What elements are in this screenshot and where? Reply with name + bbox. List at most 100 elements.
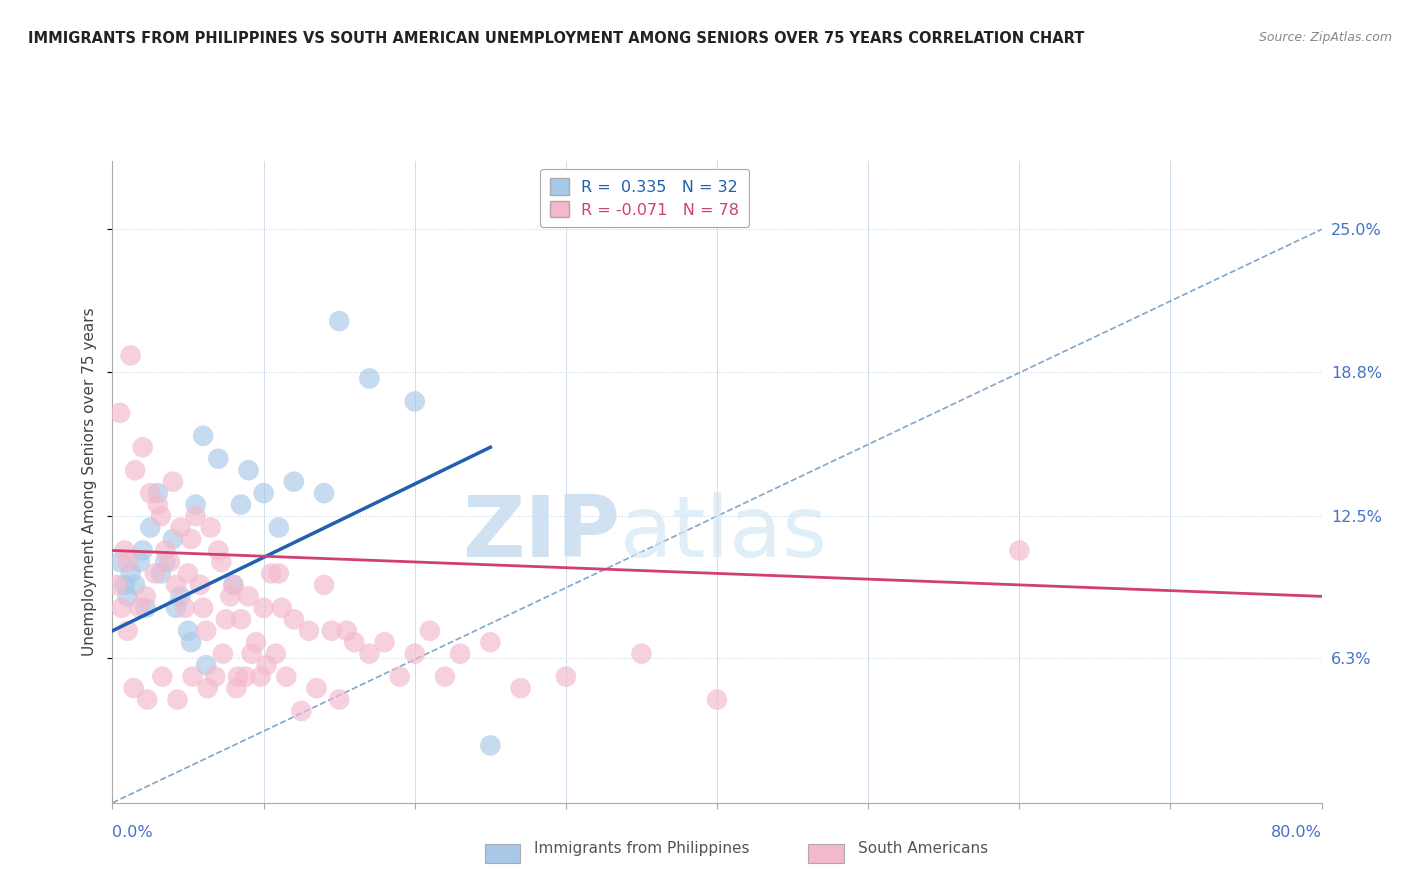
- Point: [226, 670, 249, 684]
- Point: [290, 704, 312, 718]
- Point: [374, 635, 396, 649]
- Point: [120, 566, 142, 581]
- Point: [132, 440, 155, 454]
- Point: [174, 600, 197, 615]
- Point: [343, 635, 366, 649]
- Point: [449, 647, 471, 661]
- Point: [114, 578, 136, 592]
- Point: [108, 406, 131, 420]
- Point: [314, 486, 336, 500]
- Point: [166, 692, 188, 706]
- Point: [159, 555, 181, 569]
- Point: [162, 475, 184, 489]
- Point: [124, 463, 146, 477]
- Point: [105, 578, 128, 592]
- Point: [229, 498, 252, 512]
- Point: [359, 371, 381, 385]
- Point: [155, 555, 177, 569]
- Point: [117, 555, 139, 569]
- Point: [120, 349, 142, 363]
- Point: [1008, 543, 1031, 558]
- Point: [229, 612, 252, 626]
- Legend: R =  0.335   N = 32, R = -0.071   N = 78: R = 0.335 N = 32, R = -0.071 N = 78: [540, 169, 749, 227]
- Point: [270, 600, 292, 615]
- Point: [434, 670, 457, 684]
- Point: [139, 486, 162, 500]
- Point: [328, 692, 350, 706]
- Point: [169, 590, 191, 604]
- Point: [165, 600, 187, 615]
- Point: [128, 555, 150, 569]
- Point: [222, 578, 245, 592]
- Point: [479, 739, 502, 753]
- Point: [124, 578, 146, 592]
- Point: [135, 600, 157, 615]
- Point: [149, 566, 172, 581]
- Point: [155, 543, 177, 558]
- Point: [267, 566, 290, 581]
- Point: [207, 451, 229, 466]
- Text: 80.0%: 80.0%: [1271, 825, 1322, 840]
- Point: [117, 590, 139, 604]
- Point: [197, 681, 219, 695]
- Point: [419, 624, 441, 638]
- Point: [404, 647, 426, 661]
- Point: [188, 578, 211, 592]
- Point: [108, 555, 131, 569]
- Point: [110, 600, 132, 615]
- Point: [240, 647, 263, 661]
- Point: [117, 624, 139, 638]
- Point: [219, 590, 242, 604]
- Y-axis label: Unemployment Among Seniors over 75 years: Unemployment Among Seniors over 75 years: [82, 308, 97, 656]
- Point: [276, 670, 298, 684]
- Point: [114, 543, 136, 558]
- Point: [238, 590, 260, 604]
- Point: [238, 463, 260, 477]
- Point: [509, 681, 531, 695]
- Point: [283, 475, 305, 489]
- Point: [305, 681, 328, 695]
- Point: [388, 670, 411, 684]
- Text: IMMIGRANTS FROM PHILIPPINES VS SOUTH AMERICAN UNEMPLOYMENT AMONG SENIORS OVER 75: IMMIGRANTS FROM PHILIPPINES VS SOUTH AME…: [28, 31, 1084, 46]
- Point: [122, 681, 145, 695]
- Point: [180, 532, 202, 546]
- Point: [209, 555, 232, 569]
- Point: [630, 647, 652, 661]
- Point: [204, 670, 226, 684]
- Point: [253, 600, 276, 615]
- Point: [128, 600, 150, 615]
- Point: [195, 658, 218, 673]
- Point: [146, 498, 169, 512]
- Point: [165, 578, 187, 592]
- Point: [184, 498, 207, 512]
- Text: 0.0%: 0.0%: [112, 825, 153, 840]
- Point: [479, 635, 502, 649]
- Point: [211, 647, 233, 661]
- Point: [298, 624, 321, 638]
- Point: [328, 314, 350, 328]
- Point: [554, 670, 576, 684]
- Point: [181, 670, 204, 684]
- Point: [264, 647, 287, 661]
- Point: [191, 600, 215, 615]
- Point: [283, 612, 305, 626]
- Text: atlas: atlas: [620, 491, 828, 574]
- Point: [169, 520, 191, 534]
- Point: [215, 612, 238, 626]
- Point: [267, 520, 290, 534]
- Text: ZIP: ZIP: [463, 491, 620, 574]
- Point: [139, 520, 162, 534]
- Point: [245, 635, 267, 649]
- Point: [177, 624, 200, 638]
- Point: [225, 681, 247, 695]
- Point: [359, 647, 381, 661]
- Text: Source: ZipAtlas.com: Source: ZipAtlas.com: [1258, 31, 1392, 45]
- Point: [336, 624, 359, 638]
- Point: [222, 578, 245, 592]
- Point: [314, 578, 336, 592]
- Point: [249, 670, 271, 684]
- Point: [235, 670, 257, 684]
- Point: [177, 566, 200, 581]
- Point: [143, 566, 166, 581]
- Point: [321, 624, 343, 638]
